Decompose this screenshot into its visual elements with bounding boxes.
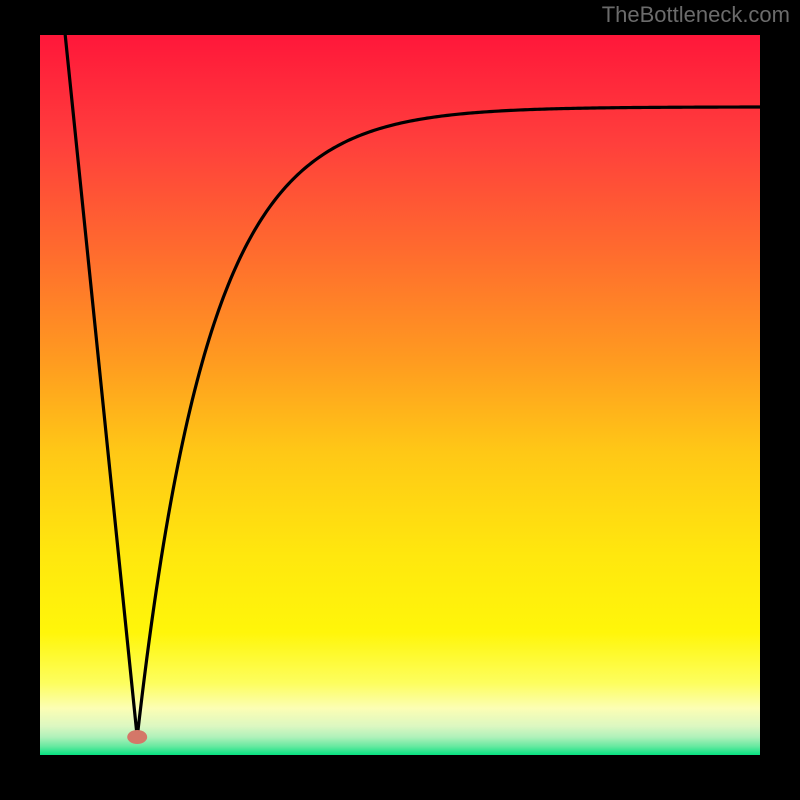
chart-root: TheBottleneck.com [0, 0, 800, 800]
watermark-text: TheBottleneck.com [602, 2, 790, 28]
minimum-marker [127, 730, 147, 744]
chart-svg [0, 0, 800, 800]
